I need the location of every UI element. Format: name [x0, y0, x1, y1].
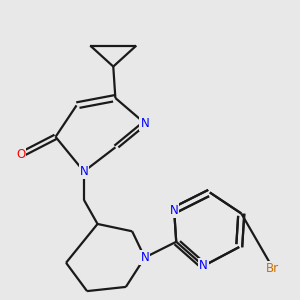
Text: N: N: [80, 165, 88, 178]
Text: Br: Br: [266, 262, 279, 275]
Text: N: N: [140, 251, 149, 264]
Text: O: O: [16, 148, 26, 161]
Text: N: N: [140, 117, 149, 130]
Text: N: N: [170, 204, 178, 217]
Text: N: N: [199, 260, 208, 272]
